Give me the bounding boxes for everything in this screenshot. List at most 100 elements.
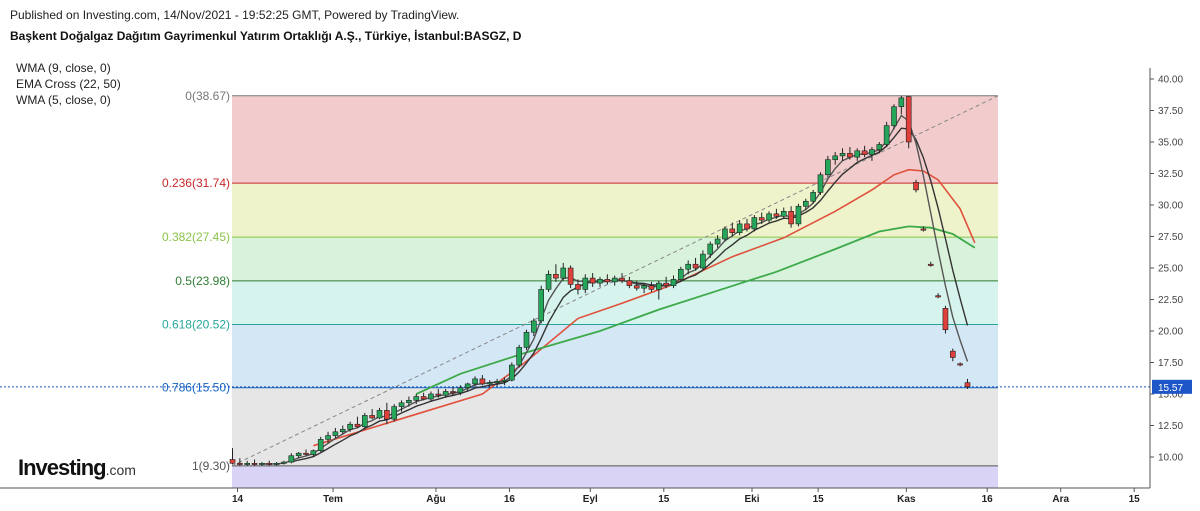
candle [354,416,361,429]
candle-body [384,410,390,420]
candlesticks [229,95,971,466]
candle-body [442,391,449,396]
candle-body [707,243,714,255]
candle-body [898,97,905,108]
candle-body [832,155,839,160]
candle [494,378,500,387]
y-tick-label: 17.50 [1158,358,1183,369]
candle-body [751,217,758,230]
candle-body [361,415,368,428]
candle [619,273,625,284]
candle [259,462,265,466]
candle-body [949,350,956,358]
candle [685,260,692,275]
last-price-label: 15.57 [1158,383,1183,394]
candle-body [655,282,662,290]
y-tick-label: 37.50 [1158,106,1183,117]
candle-body [406,399,412,404]
candle [648,281,655,292]
candle [332,428,339,439]
x-tick-label: 15 [658,494,670,505]
candle-body [780,211,787,217]
candle [633,280,640,291]
candle-body [810,192,816,202]
candle-body [303,452,309,455]
candle [751,215,758,232]
candle-body [920,228,927,231]
candle-body [295,452,302,457]
candle [670,275,677,289]
candle-body [604,279,611,283]
candle-body [678,268,684,280]
candle-body [825,159,831,176]
candle [744,218,750,232]
candle-body [905,96,912,143]
candle [237,458,243,466]
candle-body [883,125,890,145]
x-tick-label: Tem [323,494,343,505]
candle-body [692,263,699,269]
candle [700,250,706,270]
candle [582,274,589,294]
y-tick-label: 25.00 [1158,264,1183,275]
candle-body [957,363,963,366]
fib-band [232,280,998,325]
candle-body [663,282,669,286]
candle [626,276,633,289]
candle [435,388,442,398]
candle-body [251,462,258,465]
candle-body [376,410,383,419]
candle-body [229,459,236,464]
candle [567,265,574,289]
candle [501,377,508,386]
last-price-badge [1152,379,1192,394]
candle [428,391,434,402]
axes: 10.00 12.50 15.00 17.50 20.00 22.50 25.00 27.50… [0,68,1192,505]
fib-label: 0(38.67) [185,89,230,103]
fib-band [232,465,998,488]
fibonacci-trend-line [0,95,1150,467]
candle-body [589,277,596,284]
x-tick-label: Ara [1052,494,1069,505]
x-tick-label: 14 [232,494,244,505]
candle-body [420,396,427,400]
candle [406,396,412,407]
candle [251,459,258,466]
candle-body [758,217,765,221]
fib-label: 0.786(15.50) [162,381,230,395]
candle [773,208,780,219]
indicator-ema-cross[interactable]: EMA Cross (22, 50) [16,77,121,91]
candle-body [464,383,471,389]
indicator-wma-9[interactable]: WMA (9, close, 0) [16,61,111,75]
candle [295,451,302,459]
candle [523,329,530,350]
candle-body [964,382,971,388]
candle-body [619,277,625,281]
candle [964,378,971,389]
x-tick-label: Kas [897,494,916,505]
candle [722,226,728,242]
candle [288,453,295,464]
candle [545,270,552,292]
candle [869,147,875,161]
fib-band [232,324,998,388]
candle [891,104,897,130]
candle [758,212,765,224]
candle [611,275,618,286]
candle-body [450,391,456,394]
candle [729,222,736,237]
candle-body [685,263,692,270]
candle-body [869,149,875,155]
candle [303,449,309,456]
x-tick-label: Eki [744,494,759,505]
indicator-wma-5[interactable]: WMA (5, close, 0) [16,93,111,107]
candle-body [486,382,493,385]
candle-body [325,435,331,440]
candle-body [435,393,442,396]
candle [325,431,331,444]
candle-body [788,211,794,225]
candle-body [538,289,545,322]
fib-label: 0.618(20.52) [162,317,230,331]
candle-body [700,253,706,269]
